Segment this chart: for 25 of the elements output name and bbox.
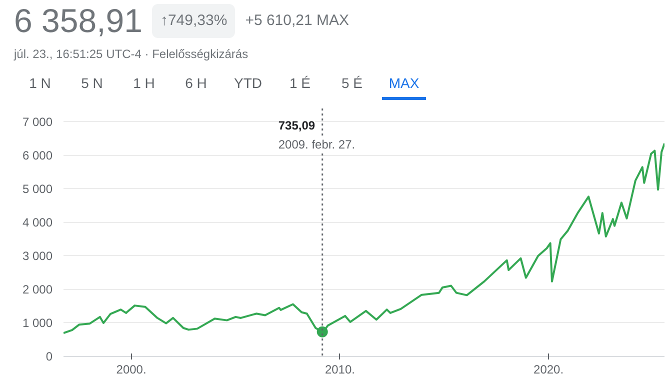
y-tick-label: 4 000: [22, 215, 53, 230]
x-tick-label: 2020.: [534, 362, 564, 376]
y-tick-label: 1 000: [22, 316, 53, 330]
text: +5 610,21 MAX: [245, 11, 350, 32]
text: 5 É: [340, 74, 364, 94]
text: 5 N: [80, 74, 104, 94]
text: 6 H: [184, 74, 208, 94]
chart-subtitle: júl. 23., 16:51:25 UTC-4 · Felelősségkizárás: [14, 46, 250, 63]
text: 1 É: [288, 74, 312, 94]
y-tick-label: 3 000: [22, 248, 53, 263]
text: 1 N: [28, 74, 52, 94]
y-tick-label: 5 000: [22, 182, 53, 196]
y-tick-label: 0: [46, 350, 53, 364]
y-tick-label: 7 000: [22, 114, 53, 129]
text: 1 H: [132, 74, 156, 94]
x-tick-label: 2010.: [324, 362, 355, 376]
y-tick-label: 2 000: [22, 282, 53, 296]
x-tick-label: 2000.: [116, 362, 146, 376]
text: MAX: [382, 73, 426, 100]
text: ↑749,33%: [152, 4, 236, 38]
annotation: 735,09: [278, 118, 316, 132]
chart-title: 6 358,91: [14, 1, 142, 42]
text: YTD: [233, 74, 263, 94]
annotation: 2009. febr. 27.: [278, 138, 356, 152]
y-tick-label: 6 000: [22, 148, 53, 162]
